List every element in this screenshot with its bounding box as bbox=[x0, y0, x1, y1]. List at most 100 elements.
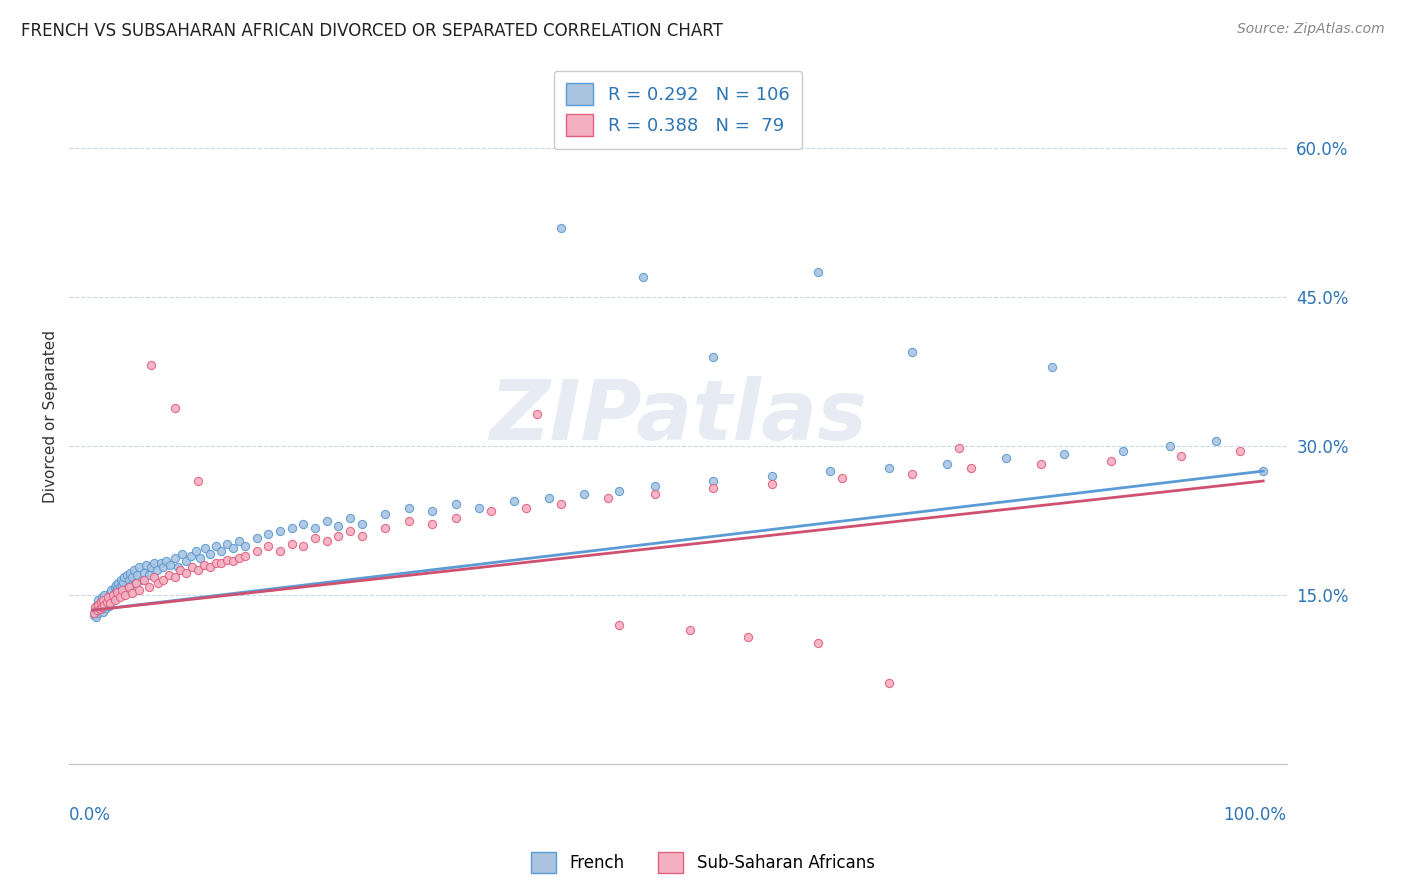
Point bbox=[292, 516, 315, 531]
Point bbox=[444, 497, 467, 511]
Point bbox=[96, 595, 118, 609]
Point bbox=[245, 543, 267, 558]
Point bbox=[948, 441, 970, 455]
Point bbox=[170, 547, 193, 561]
Point bbox=[1042, 359, 1064, 374]
Point bbox=[644, 479, 666, 493]
Text: ZIPatlas: ZIPatlas bbox=[489, 376, 868, 457]
Point bbox=[117, 580, 139, 594]
Point bbox=[131, 574, 153, 588]
Point bbox=[111, 583, 134, 598]
Point bbox=[193, 558, 215, 573]
Point bbox=[121, 586, 143, 600]
Point bbox=[108, 591, 131, 605]
Point bbox=[350, 529, 373, 543]
Point bbox=[233, 539, 256, 553]
Point bbox=[167, 560, 190, 574]
Point bbox=[83, 606, 105, 620]
Point bbox=[1251, 464, 1274, 478]
Point bbox=[222, 553, 245, 567]
Point bbox=[350, 516, 373, 531]
Text: 100.0%: 100.0% bbox=[1223, 806, 1286, 824]
Point bbox=[148, 576, 170, 591]
Point bbox=[228, 550, 250, 565]
Point bbox=[112, 575, 135, 590]
Point bbox=[118, 574, 141, 588]
Point bbox=[538, 491, 561, 505]
Point bbox=[112, 570, 135, 584]
Point bbox=[228, 533, 250, 548]
Point bbox=[515, 500, 537, 515]
Point bbox=[146, 564, 169, 578]
Point bbox=[574, 487, 596, 501]
Point bbox=[89, 602, 111, 616]
Point bbox=[91, 602, 114, 616]
Point bbox=[959, 461, 981, 475]
Point bbox=[187, 474, 209, 488]
Point bbox=[98, 599, 121, 614]
Point bbox=[644, 487, 666, 501]
Point bbox=[702, 350, 724, 364]
Point bbox=[503, 494, 526, 508]
Point bbox=[127, 568, 149, 582]
Point bbox=[120, 566, 142, 581]
Point bbox=[737, 630, 759, 644]
Point bbox=[87, 606, 110, 620]
Point bbox=[101, 588, 124, 602]
Point bbox=[105, 582, 128, 597]
Point bbox=[204, 539, 226, 553]
Point bbox=[157, 568, 180, 582]
Point bbox=[174, 566, 197, 581]
Point bbox=[761, 477, 783, 491]
Point bbox=[222, 541, 245, 555]
Point bbox=[110, 574, 132, 588]
Point bbox=[169, 564, 191, 578]
Legend: French, Sub-Saharan Africans: French, Sub-Saharan Africans bbox=[524, 846, 882, 880]
Point bbox=[135, 558, 157, 573]
Point bbox=[118, 580, 141, 594]
Point bbox=[596, 491, 619, 505]
Point bbox=[1029, 457, 1052, 471]
Point bbox=[550, 497, 572, 511]
Point bbox=[184, 543, 207, 558]
Point bbox=[1229, 444, 1251, 458]
Point bbox=[257, 526, 280, 541]
Point bbox=[142, 570, 165, 584]
Point bbox=[245, 531, 267, 545]
Point bbox=[84, 610, 107, 624]
Point bbox=[101, 591, 124, 605]
Point bbox=[398, 500, 420, 515]
Point bbox=[398, 514, 420, 528]
Point bbox=[609, 483, 631, 498]
Point bbox=[420, 516, 443, 531]
Point bbox=[1053, 447, 1076, 461]
Point bbox=[120, 578, 142, 592]
Point bbox=[807, 265, 830, 279]
Point bbox=[187, 564, 209, 578]
Point bbox=[89, 600, 111, 615]
Point bbox=[86, 599, 108, 613]
Point bbox=[138, 580, 160, 594]
Point bbox=[217, 536, 239, 550]
Point bbox=[128, 560, 150, 574]
Point bbox=[114, 583, 136, 598]
Point bbox=[328, 529, 350, 543]
Point bbox=[93, 599, 115, 613]
Point bbox=[152, 560, 174, 574]
Point bbox=[807, 636, 830, 650]
Point bbox=[204, 556, 226, 570]
Point bbox=[188, 550, 211, 565]
Point bbox=[87, 599, 110, 613]
Point bbox=[134, 574, 156, 588]
Legend: R = 0.292   N = 106, R = 0.388   N =  79: R = 0.292 N = 106, R = 0.388 N = 79 bbox=[554, 70, 803, 149]
Point bbox=[91, 593, 114, 607]
Text: FRENCH VS SUBSAHARAN AFRICAN DIVORCED OR SEPARATED CORRELATION CHART: FRENCH VS SUBSAHARAN AFRICAN DIVORCED OR… bbox=[21, 22, 723, 40]
Point bbox=[124, 576, 146, 591]
Point bbox=[631, 270, 654, 285]
Point bbox=[121, 570, 143, 584]
Point bbox=[111, 578, 134, 592]
Point bbox=[103, 587, 125, 601]
Point bbox=[138, 568, 160, 582]
Point bbox=[1099, 454, 1122, 468]
Point bbox=[339, 510, 361, 524]
